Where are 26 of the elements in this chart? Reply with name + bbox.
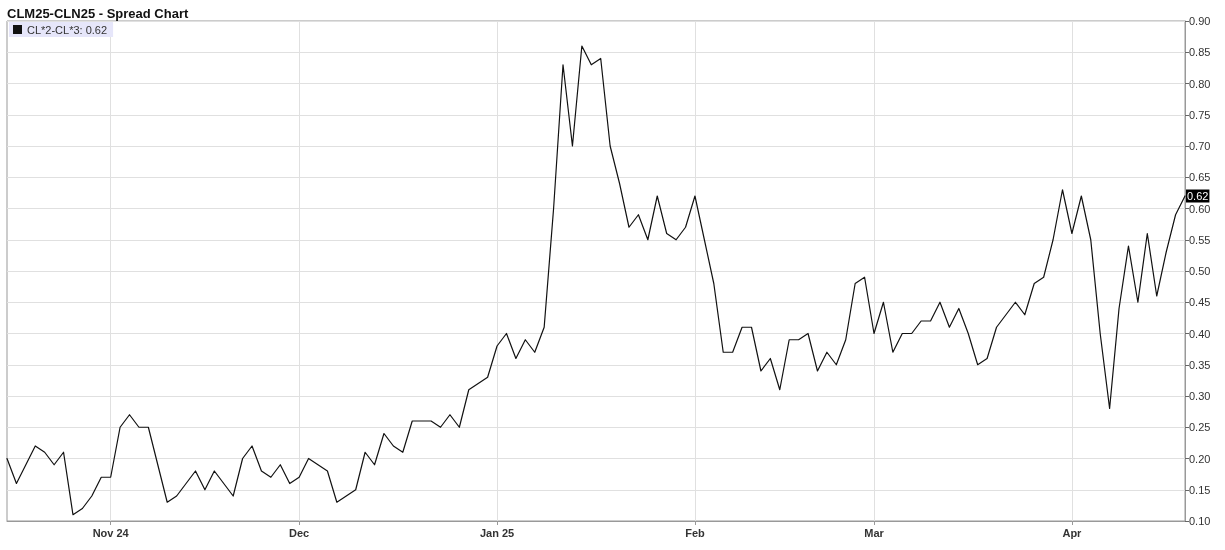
x-tick-label: Nov 24 xyxy=(92,526,130,539)
legend-label: CL*2-CL*3: 0.62 xyxy=(27,23,108,36)
chart-title: CLM25-CLN25 - Spread Chart xyxy=(7,6,189,21)
y-tick-label: 0.85 xyxy=(1189,46,1211,59)
y-tick-label: 0.30 xyxy=(1189,390,1211,402)
y-tick-label: 0.60 xyxy=(1189,202,1211,215)
x-tick-label: Apr xyxy=(1062,526,1083,539)
x-tick-label: Dec xyxy=(289,526,310,539)
x-tick-label: Feb xyxy=(685,526,706,539)
y-tick-label: 0.15 xyxy=(1189,483,1211,496)
y-tick-label: 0.50 xyxy=(1189,265,1211,277)
x-tick-label: Jan 25 xyxy=(479,526,515,539)
y-tick-label: 0.25 xyxy=(1189,421,1211,434)
y-tick-label: 0.75 xyxy=(1189,108,1211,121)
y-tick-label: 0.35 xyxy=(1189,358,1211,371)
annotation: 0.62 xyxy=(1187,190,1209,202)
y-tick-label: 0.10 xyxy=(1189,515,1211,527)
y-tick-label: 0.55 xyxy=(1189,233,1211,246)
x-tick-label: Mar xyxy=(864,526,885,539)
y-tick-label: 0.45 xyxy=(1189,296,1211,309)
y-tick-label: 0.65 xyxy=(1189,171,1211,184)
y-tick-label: 0.20 xyxy=(1189,452,1211,465)
y-tick-label: 0.90 xyxy=(1189,15,1211,27)
y-tick-label: 0.70 xyxy=(1189,140,1211,152)
y-tick-label: 0.40 xyxy=(1189,327,1211,340)
y-tick-label: 0.80 xyxy=(1189,77,1211,90)
